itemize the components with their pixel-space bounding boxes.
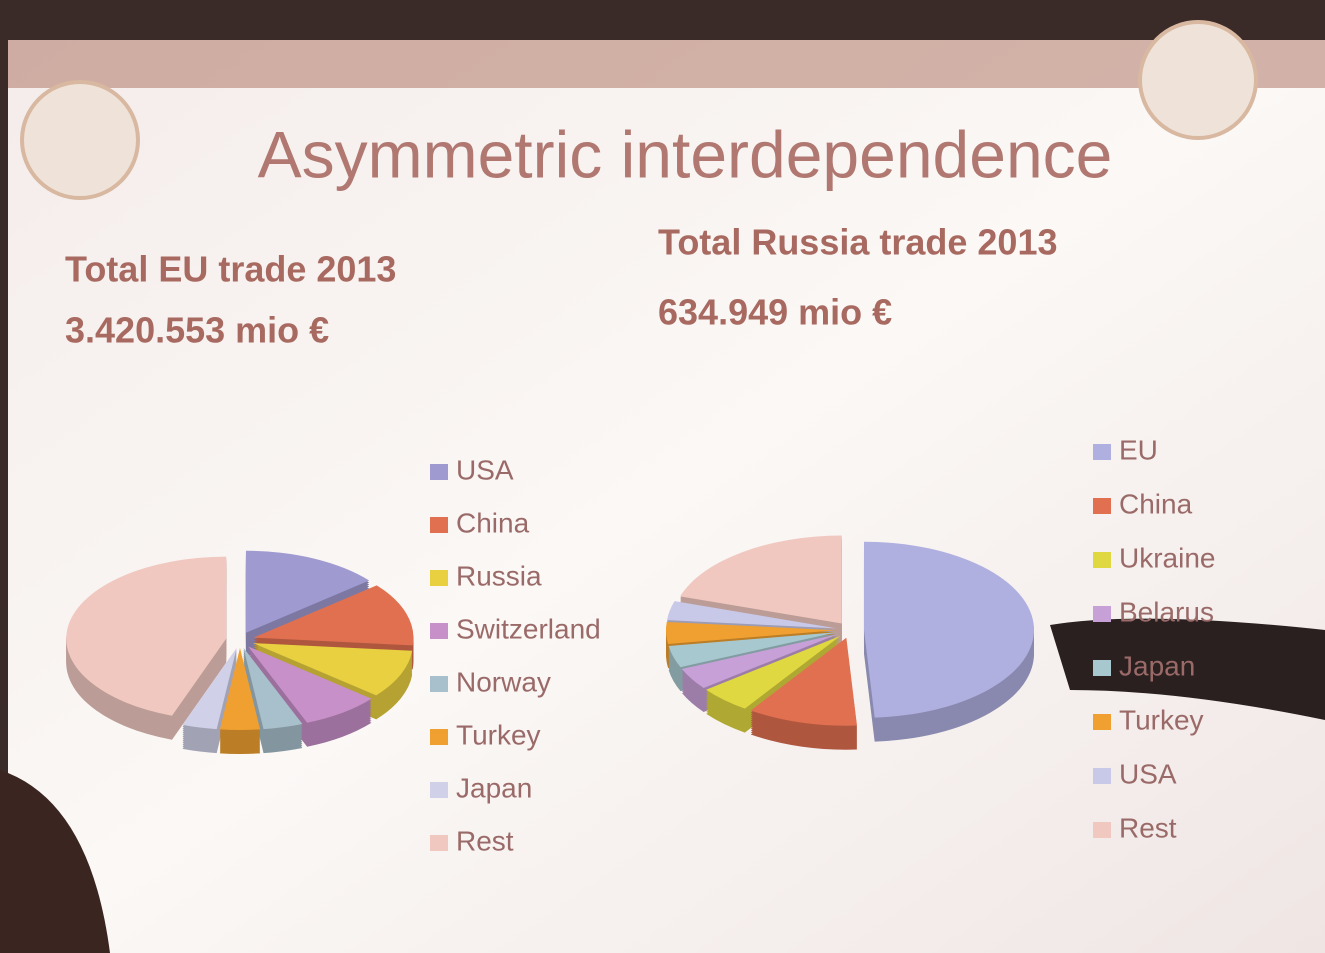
legend-label: Switzerland — [456, 613, 601, 644]
slide-photo: Asymmetric interdependence Total EU trad… — [0, 0, 1325, 953]
legend-swatch — [430, 623, 448, 639]
legend-label: Rest — [1119, 812, 1177, 843]
legend-swatch — [1093, 444, 1111, 460]
legend-swatch — [1093, 714, 1111, 730]
chart-title: Total Russia trade 2013 — [658, 222, 1058, 263]
legend-swatch — [430, 782, 448, 798]
legend-swatch — [430, 464, 448, 480]
legend-swatch — [1093, 498, 1111, 514]
legend-swatch — [430, 570, 448, 586]
legend-label: Russia — [456, 560, 542, 591]
slide-top-band — [8, 40, 1325, 88]
legend-label: Rest — [456, 825, 514, 856]
legend-label: Norway — [456, 666, 551, 697]
legend-swatch — [1093, 822, 1111, 838]
chart-subtitle: 634.949 mio € — [658, 292, 892, 333]
legend-swatch — [430, 729, 448, 745]
legend-label: Ukraine — [1119, 542, 1215, 573]
legend-label: Japan — [1119, 650, 1195, 681]
logo-left — [22, 82, 138, 198]
legend-label: Turkey — [456, 719, 541, 750]
chart-title: Total EU trade 2013 — [65, 249, 396, 290]
chart-subtitle: 3.420.553 mio € — [65, 310, 329, 351]
legend-swatch — [1093, 768, 1111, 784]
legend-label: Belarus — [1119, 596, 1214, 627]
legend-label: EU — [1119, 434, 1158, 465]
legend-swatch — [430, 835, 448, 851]
legend-label: Turkey — [1119, 704, 1204, 735]
legend-swatch — [1093, 660, 1111, 676]
legend-swatch — [430, 676, 448, 692]
legend-label: USA — [1119, 758, 1177, 789]
legend-label: China — [1119, 488, 1193, 519]
legend-swatch — [1093, 552, 1111, 568]
slide-title: Asymmetric interdependence — [258, 117, 1113, 191]
legend-label: USA — [456, 454, 514, 485]
legend-swatch — [430, 517, 448, 533]
legend-swatch — [1093, 606, 1111, 622]
legend-label: Japan — [456, 772, 532, 803]
legend-label: China — [456, 507, 530, 538]
logo-right — [1140, 22, 1256, 138]
